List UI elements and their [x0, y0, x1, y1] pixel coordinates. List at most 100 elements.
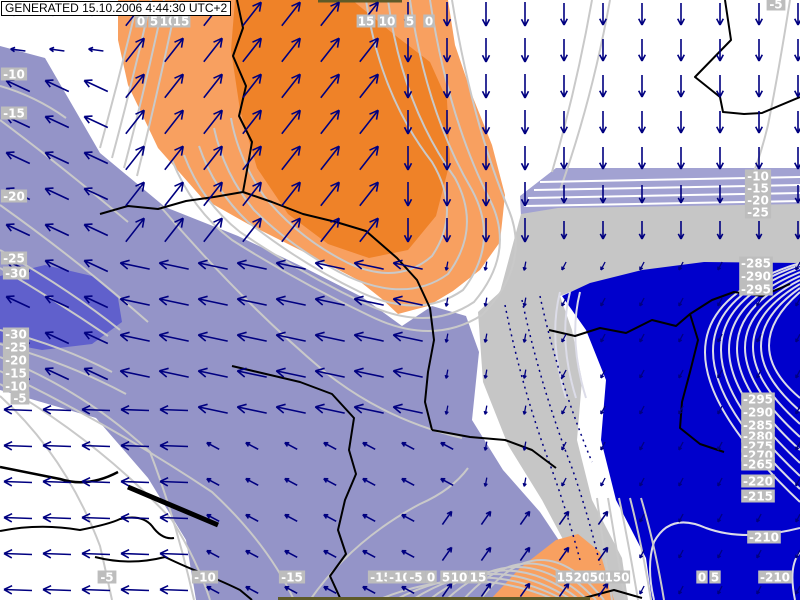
contour-label: 10 [379, 15, 396, 29]
wind-arrow [678, 261, 684, 271]
wind-arrow [600, 261, 606, 271]
wind-arrow [125, 73, 145, 99]
wind-arrow [717, 369, 723, 379]
wind-arrow [83, 331, 109, 345]
wind-arrow [793, 39, 800, 62]
country-border [583, 589, 643, 599]
contour-label-bg [0, 106, 28, 120]
wind-arrow [716, 221, 724, 240]
wind-arrow [42, 548, 72, 559]
wind-arrow [480, 510, 492, 526]
contour-label-bg [741, 429, 775, 443]
wind-arrow [519, 582, 531, 598]
contour-line [607, 497, 626, 600]
wind-arrow [678, 513, 684, 523]
wind-arrow [598, 39, 608, 62]
wind-arrow [359, 109, 379, 135]
contour-label: -5 [769, 0, 782, 12]
wind-arrow [795, 513, 800, 523]
wind-arrow [119, 367, 150, 378]
wind-arrow [600, 369, 606, 379]
contour-label-bg [603, 570, 631, 584]
wind-arrow [83, 151, 109, 165]
wind-arrow [522, 441, 527, 451]
wind-arrow [392, 295, 423, 306]
contour-label: -25 [3, 252, 25, 266]
wind-arrow [362, 477, 376, 487]
region-orange-dark [231, 0, 450, 258]
wind-arrow [795, 369, 800, 379]
wind-arrow [793, 111, 800, 134]
wind-arrow [795, 477, 800, 487]
wind-arrow [353, 295, 384, 306]
wind-arrow [242, 37, 262, 63]
wind-arrow [483, 297, 488, 307]
wind-arrow [754, 75, 764, 98]
contour-label: -5 [409, 571, 422, 585]
wind-arrow [639, 405, 645, 415]
region-blue-deep [562, 262, 800, 600]
wind-arrow [483, 333, 488, 343]
wind-arrow [442, 146, 452, 171]
wind-arrow [401, 441, 415, 451]
wind-arrow [44, 187, 70, 201]
contour-line [462, 562, 597, 600]
contour-label: 5 [406, 15, 414, 29]
wind-arrow [756, 297, 762, 307]
contour-label: -285 [741, 257, 771, 271]
wind-arrow [275, 295, 306, 306]
wind-arrow [159, 404, 189, 415]
wind-arrow [678, 585, 684, 595]
wind-arrow [119, 259, 150, 270]
wind-arrow [637, 3, 647, 26]
wind-arrow [353, 403, 384, 414]
wind-arrow [638, 185, 646, 204]
wind-arrow [164, 37, 184, 63]
wind-arrow [242, 1, 262, 27]
wind-arrow [637, 147, 647, 170]
wind-arrow [639, 261, 645, 271]
wind-arrow [120, 476, 150, 487]
country-border [694, 0, 800, 115]
wind-arrow [353, 331, 384, 342]
contour-label-bg [2, 353, 30, 367]
wind-arrow [120, 404, 150, 415]
contour-label-bg [741, 457, 775, 471]
wind-arrow [639, 441, 645, 451]
wind-arrow [795, 333, 800, 343]
wind-arrow [678, 369, 684, 379]
country-border [99, 191, 244, 215]
wind-arrow [715, 111, 725, 134]
edge-strips [278, 0, 590, 600]
wind-arrow [203, 181, 223, 207]
wind-arrow [401, 549, 415, 559]
contour-label: 15 [557, 571, 574, 585]
wind-arrow [600, 441, 606, 451]
wind-arrow [560, 185, 568, 204]
contour-label: -15 [281, 571, 303, 585]
wind-arrow [284, 477, 298, 487]
wind-arrow [561, 369, 567, 379]
contour-label-bg [739, 256, 773, 270]
contour-line [230, 0, 448, 274]
wind-arrow [442, 218, 452, 243]
wind-arrow [284, 441, 298, 451]
contour-label: -15 [3, 107, 25, 121]
wind-arrow [442, 2, 452, 27]
wind-arrow [197, 403, 228, 414]
wind-arrow [520, 38, 530, 63]
wind-arrow [164, 217, 184, 243]
wind-arrow [281, 217, 301, 243]
wind-arrow [197, 367, 228, 378]
wind-arrow [10, 46, 26, 53]
wind-arrow [281, 1, 301, 27]
wind-arrow [559, 111, 569, 134]
wind-arrow [715, 39, 725, 62]
wind-arrow [125, 181, 145, 207]
wind-arrow [159, 512, 189, 523]
wind-arrow [236, 259, 267, 270]
wind-arrow [242, 217, 262, 243]
wind-arrow [678, 333, 684, 343]
wind-arrow [756, 333, 762, 343]
wind-arrow [795, 261, 800, 271]
